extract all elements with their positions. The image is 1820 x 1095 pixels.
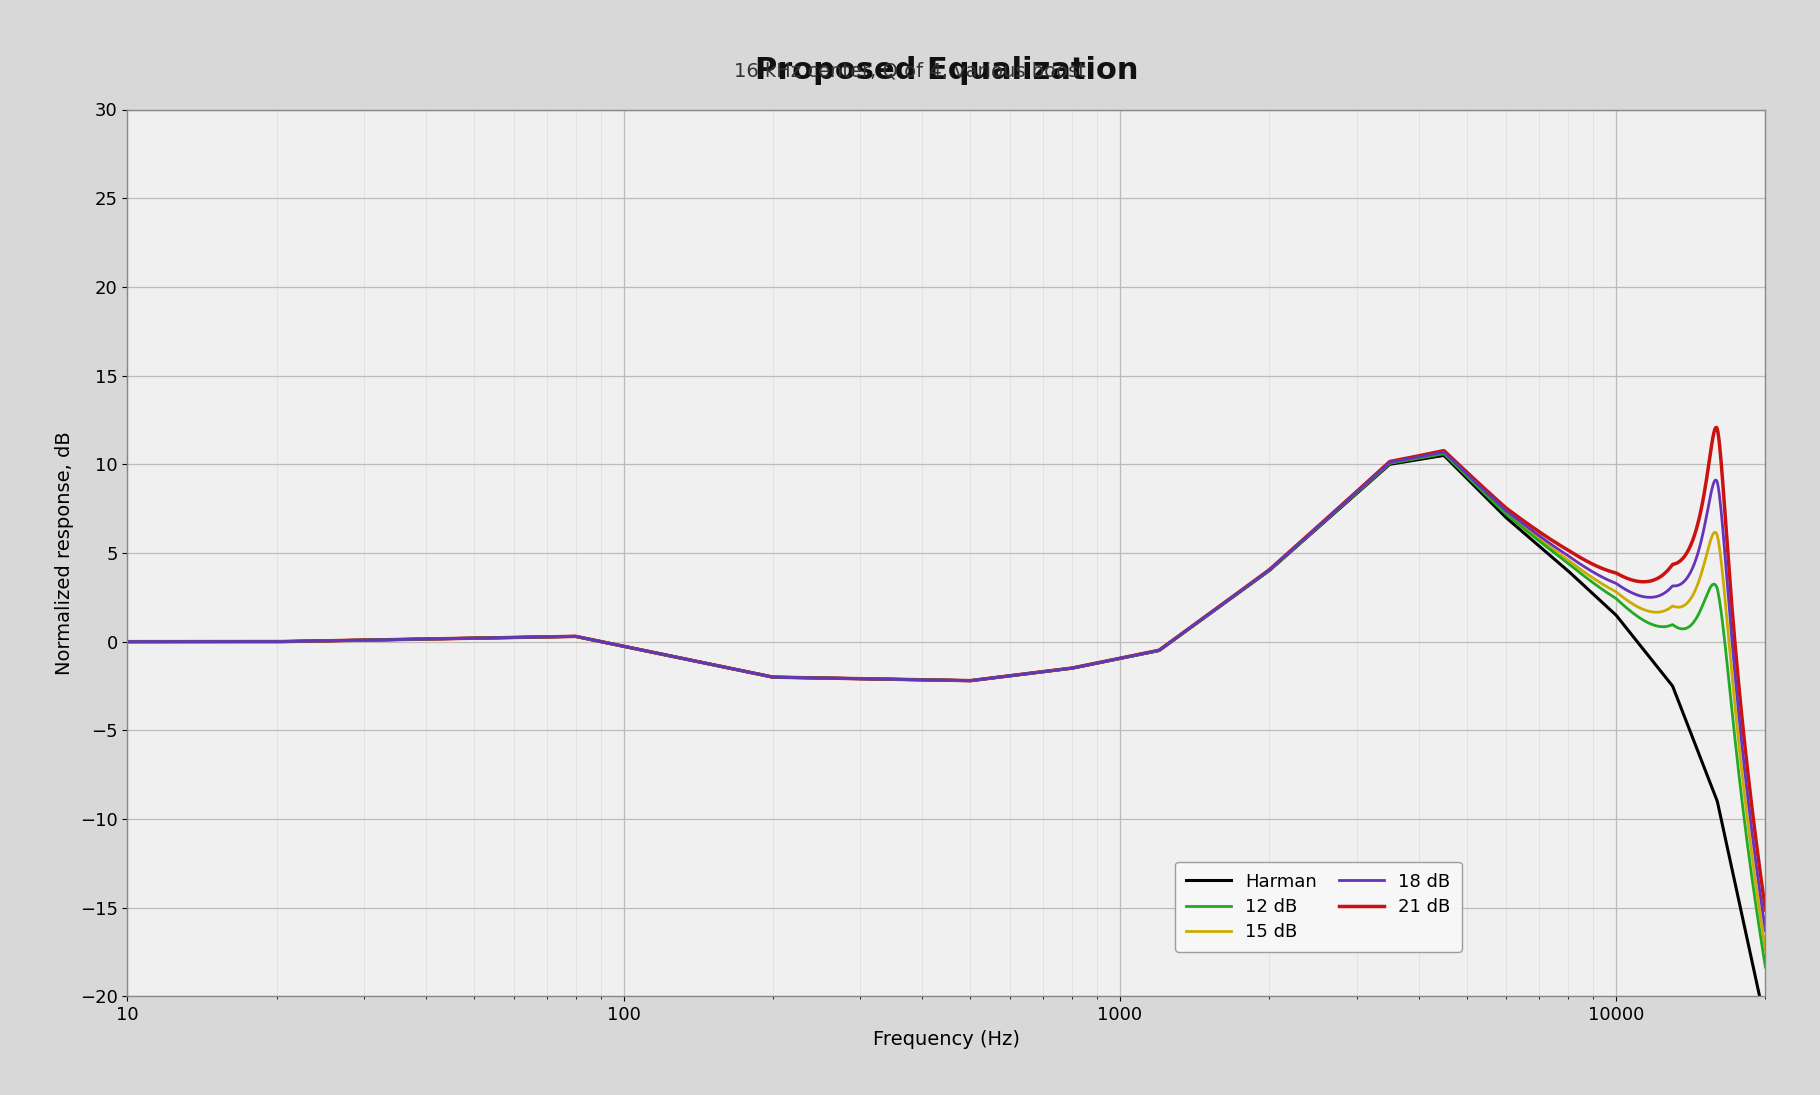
Title: Proposed Equalization: Proposed Equalization	[755, 56, 1138, 85]
Text: 16 kHz center, Q of 4, various boost: 16 kHz center, Q of 4, various boost	[733, 61, 1087, 81]
Legend: Harman, 12 dB, 15 dB, 18 dB, 21 dB, : Harman, 12 dB, 15 dB, 18 dB, 21 dB,	[1176, 862, 1461, 952]
X-axis label: Frequency (Hz): Frequency (Hz)	[874, 1029, 1019, 1049]
Y-axis label: Normalized response, dB: Normalized response, dB	[55, 431, 75, 675]
